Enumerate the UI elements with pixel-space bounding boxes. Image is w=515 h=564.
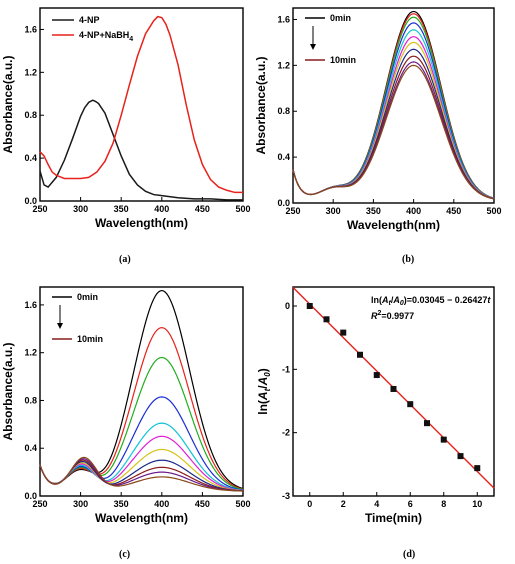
panel-b-y-tick-label: 0.0 — [277, 198, 290, 208]
panel-c-x-tick-label: 500 — [235, 499, 250, 509]
panel-a-x-tick-label: 300 — [73, 204, 88, 214]
panel-d-data-point — [373, 372, 380, 379]
panel-c-spectrum-line-1 — [39, 289, 244, 490]
panel-a-series-line-1 — [39, 99, 243, 201]
panel-b-y-tick-label: 1.6 — [277, 14, 290, 24]
panel-b-x-tick-label: 450 — [446, 206, 461, 216]
panel-d-data-point — [306, 303, 313, 309]
panel-label-a: (a) — [119, 254, 131, 265]
panel-d-data-point — [390, 385, 397, 392]
panel-d-data-point — [323, 316, 330, 323]
panel-c-spectrum-line-11 — [39, 456, 244, 492]
panel-c-x-tick-label: 450 — [195, 499, 210, 509]
panel-a-series-line-2 — [39, 15, 243, 194]
panel-a-x-tick-label: 250 — [32, 204, 47, 214]
panel-b-y-tick-label: 0.4 — [277, 152, 290, 162]
panel-a-legend-label-1: 4-NP — [79, 15, 100, 25]
panel-d-data-point — [424, 420, 430, 427]
panel-b-start-label: 0min — [330, 13, 351, 23]
panel-d-plot-frame — [292, 286, 495, 497]
panel-c-x-tick-label: 300 — [73, 499, 88, 509]
panel-b-x-tick-label: 250 — [285, 206, 300, 216]
panel-b-x-tick-label: 400 — [406, 206, 421, 216]
panel-c-plot-frame — [39, 286, 244, 497]
panel-b-x-axis-title: Wavelength(nm) — [347, 218, 440, 232]
panel-d-data-point — [407, 401, 414, 408]
panel-d-x-tick-label: 0 — [307, 499, 312, 509]
panel-c-y-tick-label: 1.6 — [24, 300, 37, 310]
panel-b-plot-frame — [292, 7, 495, 204]
panel-a-chart: 250 300 350 400 450 500 0.0 0.4 0.8 1.2 1.6 Wavelen… — [1, 7, 251, 230]
panel-d-y-tick-label: -1 — [282, 364, 290, 374]
panel-c-y-tick-label: 0.0 — [24, 491, 37, 501]
panel-c-y-tick-label: 0.4 — [24, 443, 37, 453]
panel-c-y-tick-label: 0.8 — [24, 395, 37, 405]
panel-a-x-tick-label: 450 — [195, 204, 210, 214]
panel-b-x-tick-label: 300 — [326, 206, 341, 216]
panel-c-x-tick-label: 250 — [32, 499, 47, 509]
panel-c-y-axis-title: Absorbance(a.u.) — [1, 342, 15, 440]
panel-d-data-point — [440, 436, 447, 443]
panel-b-spectrum-line-11 — [292, 64, 495, 200]
panel-d-data-point — [340, 329, 347, 336]
panel-a-y-tick-label: 0.0 — [24, 196, 37, 206]
panel-a-y-tick-label: 0.8 — [24, 110, 37, 120]
panel-d-x-tick-label: 2 — [341, 499, 346, 509]
panel-c-x-axis-title: Wavelength(nm) — [95, 511, 188, 525]
panel-a-x-tick-label: 350 — [114, 204, 129, 214]
panel-c-x-tick-label: 400 — [154, 499, 169, 509]
panel-a-y-tick-label: 1.6 — [24, 24, 37, 34]
panel-b-chart: 250 300 350 400 450 500 0.0 0.4 0.8 1.2 1.6 Wavelen… — [254, 7, 502, 232]
panel-a-x-tick-label: 500 — [235, 204, 250, 214]
panel-label-d: (d) — [403, 549, 415, 560]
panel-c-chart: 250 300 350 400 450 500 0.0 0.4 0.8 1.2 1.6 Wavelen… — [1, 286, 251, 525]
panel-c-spectrum-line-6 — [39, 435, 244, 492]
panel-d-y-tick-label: -3 — [282, 491, 290, 501]
panel-d-x-tick-label: 6 — [408, 499, 413, 509]
panel-d-x-tick-label: 8 — [441, 499, 446, 509]
panel-d-chart: 0 2 4 6 8 10 0 -1 -2 -3 Time(min) ln(At/A0) ln(At/A0… — [256, 286, 495, 525]
panel-d-data-point — [457, 453, 464, 460]
panel-label-b: (b) — [402, 254, 414, 265]
panel-b-y-axis-title: Absorbance(a.u.) — [254, 56, 268, 154]
panel-a-x-tick-label: 400 — [154, 204, 169, 214]
panel-b-y-tick-label: 1.2 — [277, 60, 290, 70]
panel-d-r-squared: R2=0.9977 — [371, 310, 414, 321]
panel-c-start-label: 0min — [77, 292, 98, 302]
panel-d-y-tick-label: -2 — [282, 428, 290, 438]
panel-a-plot-frame — [39, 7, 244, 202]
panel-c-spectrum-line-3 — [39, 356, 244, 491]
panel-d-equation: ln(At/A0)=0.03045 − 0.26427t — [371, 295, 491, 307]
panel-a-y-axis-title: Absorbance(a.u.) — [1, 55, 15, 153]
panel-c-end-label: 10min — [77, 334, 103, 344]
panel-c-x-tick-label: 350 — [114, 499, 129, 509]
panel-d-y-tick-label: 0 — [285, 301, 290, 311]
panel-b-y-tick-label: 0.8 — [277, 106, 290, 116]
panel-b-end-label: 10min — [330, 55, 356, 65]
panel-c-time-arrowhead — [57, 323, 63, 329]
panel-a-legend-label-2: 4-NP+NaBH4 — [79, 30, 133, 43]
panel-a-y-tick-label: 0.4 — [24, 153, 37, 163]
panel-c-y-tick-label: 1.2 — [24, 348, 37, 358]
panel-d-data-point — [474, 465, 481, 472]
panel-d-x-tick-label: 4 — [374, 499, 379, 509]
panel-b-time-arrowhead — [310, 44, 316, 50]
panel-d-y-axis-title: ln(At/A0) — [256, 368, 272, 414]
panel-a-x-axis-title: Wavelength(nm) — [95, 216, 188, 230]
panel-d-x-axis-title: Time(min) — [365, 511, 422, 525]
panel-d-data-point — [357, 351, 363, 358]
panel-b-x-tick-label: 350 — [366, 206, 381, 216]
panel-c-spectrum-line-2 — [39, 327, 244, 490]
panel-b-x-tick-label: 500 — [486, 206, 501, 216]
panel-c-spectrum-line-9 — [39, 459, 244, 492]
panel-d-x-tick-label: 10 — [472, 499, 482, 509]
panel-a-y-tick-label: 1.2 — [24, 67, 37, 77]
panel-b-spectrum-line-10 — [292, 61, 495, 200]
panel-label-c: (c) — [119, 549, 130, 560]
